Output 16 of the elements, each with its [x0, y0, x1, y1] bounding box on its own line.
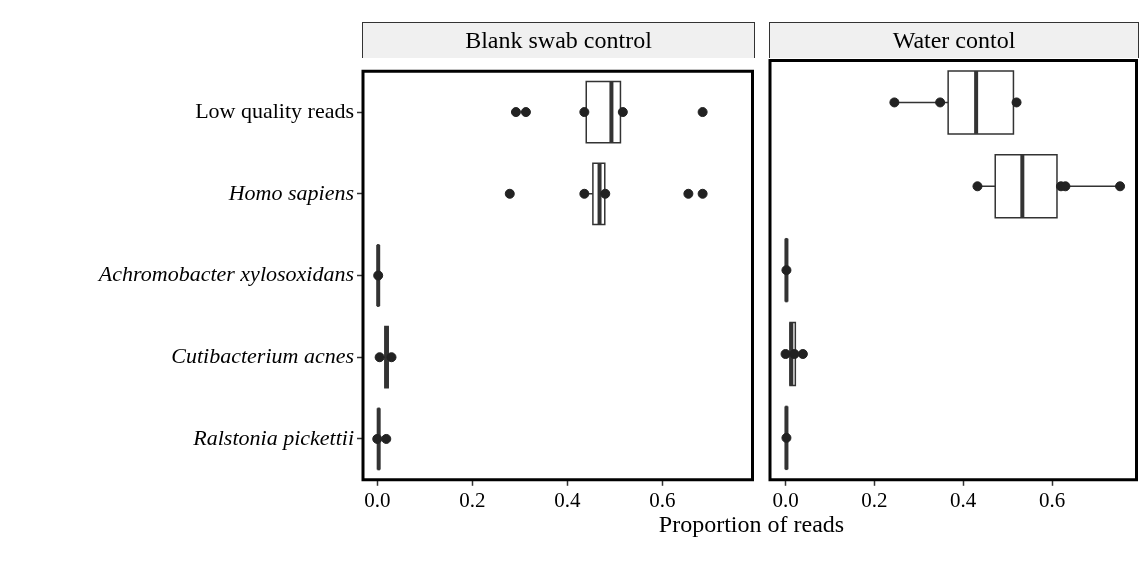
- y-tick-label: Cutibacterium acnes: [171, 343, 354, 368]
- y-tick-label: Achromobacter xylosoxidans: [96, 261, 354, 287]
- x-tick-label: 0.6: [1038, 487, 1066, 512]
- x-tick-label: 0.2: [459, 487, 486, 512]
- chart-title: Water contol: [769, 22, 1139, 58]
- x-tick-label: 0.2: [861, 487, 888, 512]
- x-tick-label: 0.4: [554, 487, 581, 512]
- x-axis-title: Proportion of reads: [657, 511, 846, 538]
- y-tick-label: Homo sapiens: [227, 179, 354, 205]
- chart-title: Blank swab control: [362, 22, 755, 58]
- x-tick-label: 0.0: [364, 487, 391, 512]
- x-tick-label: 0.0: [772, 487, 799, 512]
- x-tick-label: 0.4: [950, 487, 977, 512]
- x-tick-label: 0.6: [649, 487, 676, 512]
- y-tick-label: Low quality reads: [195, 97, 354, 123]
- y-tick-label: Ralstonia pickettii: [192, 424, 354, 450]
